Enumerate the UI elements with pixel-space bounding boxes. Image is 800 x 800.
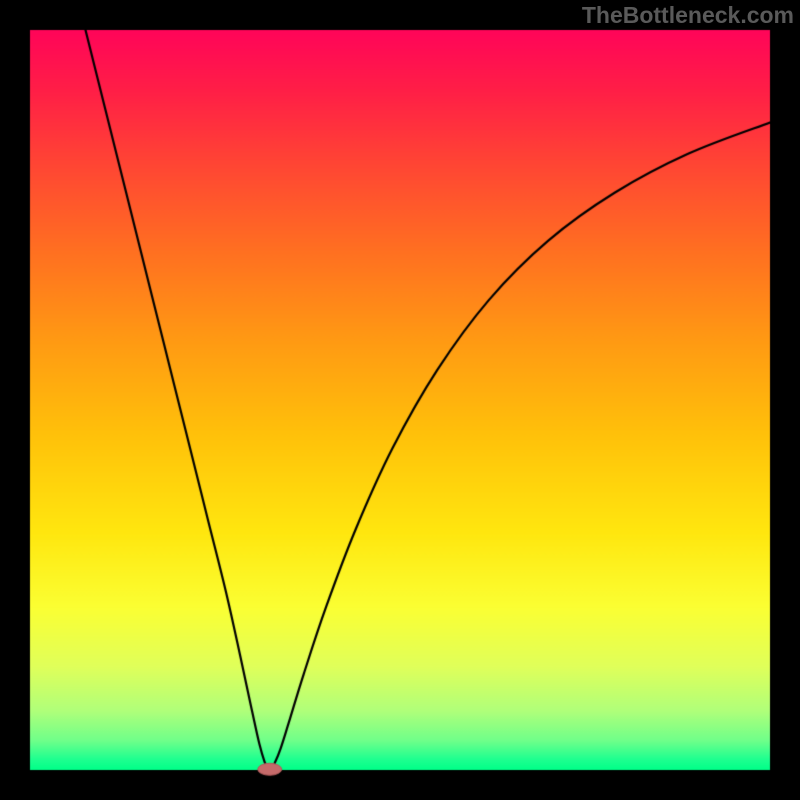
bottleneck-chart-canvas: [0, 0, 800, 800]
chart-wrapper: TheBottleneck.com: [0, 0, 800, 800]
